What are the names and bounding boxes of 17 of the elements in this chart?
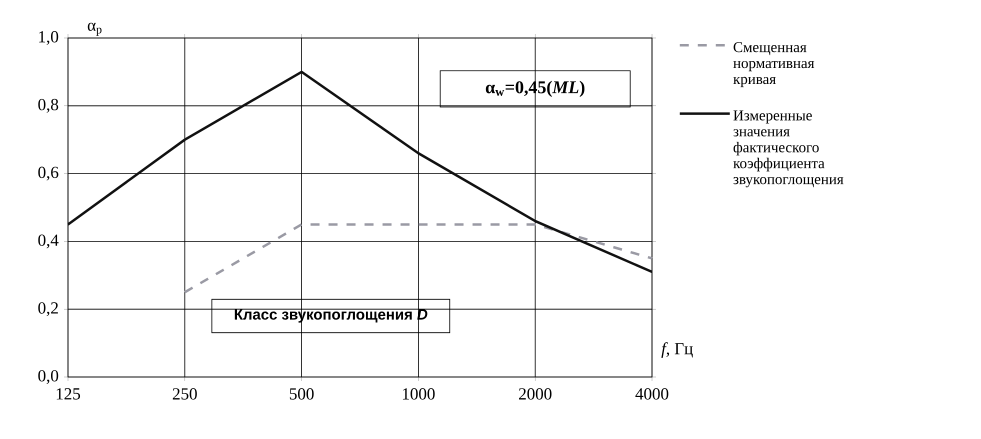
y-tick-label: 1,0 xyxy=(39,31,58,45)
legend-label: Измеренные значения фактического коэффициента звукопоглощения xyxy=(733,110,844,188)
x-tick-label: 500 xyxy=(290,388,314,400)
x-tick-label: 4000 xyxy=(635,388,668,400)
y-tick-label: 0,6 xyxy=(38,166,58,181)
x-tick-label: 250 xyxy=(172,388,197,400)
line-series xyxy=(66,70,654,274)
x-tick-label: 125 xyxy=(56,388,80,400)
x-axis-title: f, Гц xyxy=(661,342,693,358)
y-tick-label: 0,2 xyxy=(38,302,58,316)
x-tick-label: 2000 xyxy=(519,388,552,400)
y-tick-label: 0,8 xyxy=(38,98,58,113)
y-tick-label: 0,4 xyxy=(38,234,59,248)
y-axis-title: α$_{p}$ xyxy=(88,22,102,36)
legend-label: Смещенная нормативная кривая xyxy=(733,42,814,88)
x-tick-label: 1000 xyxy=(402,388,435,400)
y-tick-label: 0,0 xyxy=(38,370,58,384)
